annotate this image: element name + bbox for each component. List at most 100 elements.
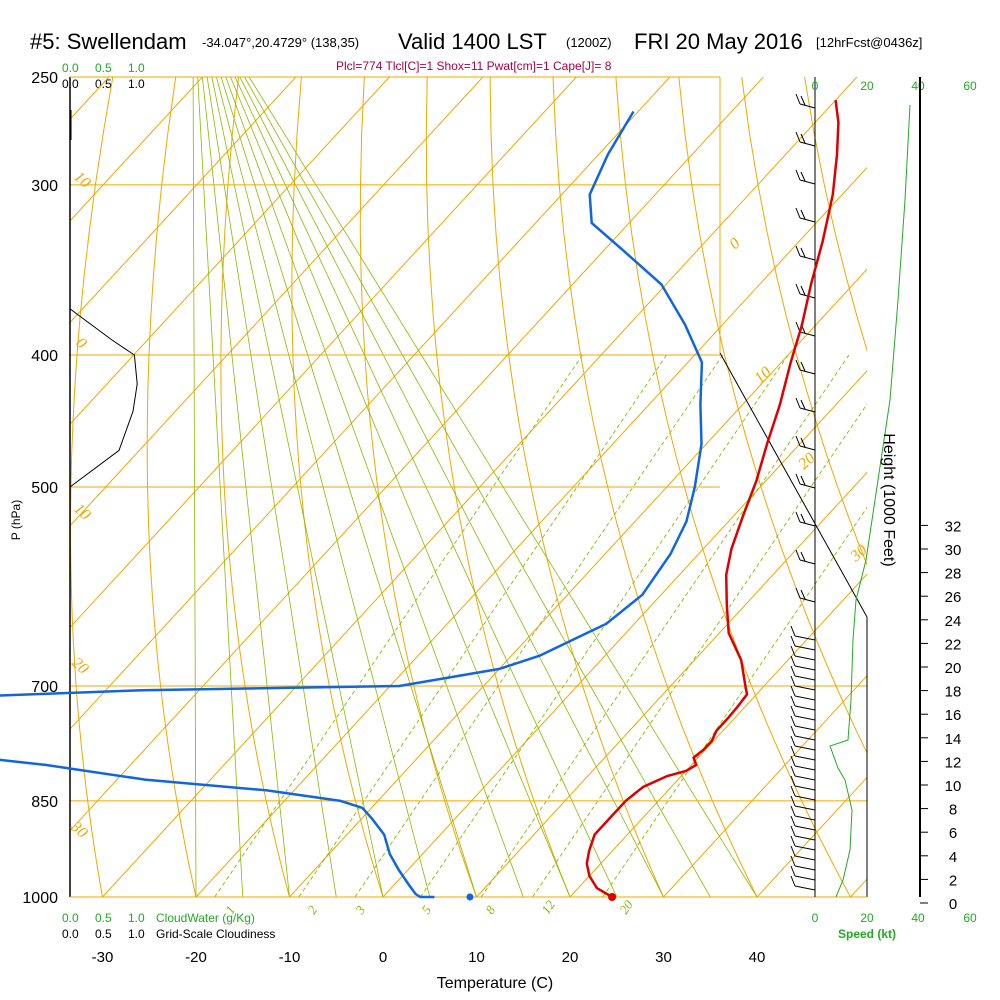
wind-barb [799,179,816,185]
wind-barb-flag [790,755,796,767]
wind-barb-flag [790,855,796,867]
wind-barb [799,255,816,261]
wind-barb-flag [790,705,796,717]
wind-barb [794,635,816,641]
dry-adiabat-line [678,77,867,755]
wind-barb-flag [790,815,796,827]
wind-barb [794,645,816,651]
isotherm-line [756,776,867,897]
wind-barb-flag [790,835,796,847]
wind-barb [794,725,816,731]
height-tick-label: 6 [949,825,957,842]
sounding-stats: Plcl=774 Tlcl[C]=1 Shox=11 Pwat[cm]=1 Ca… [336,59,612,73]
wind-barb [794,695,816,701]
scale-top-green-2: 1.0 [128,61,145,75]
height-tick-label: 32 [945,518,962,535]
isotherm-label: 30 [847,542,871,566]
scale-bottom-black-2: 1.0 [128,927,145,941]
wind-barb-flag [800,95,806,106]
wind-barb-flag [790,695,796,707]
temperature-tick-label: 20 [562,949,579,966]
dry-adiabat-line [220,77,290,897]
height-tick-label: 22 [945,636,962,653]
speed-tick-label: 0 [812,911,819,925]
wind-barb [794,685,816,691]
wind-barb-flag [795,435,801,447]
surface-dewpoint-marker [466,893,474,901]
wind-barb-flag [790,795,796,807]
wind-barb-flag [795,131,801,143]
wind-barb [794,825,816,831]
wind-barb [794,855,816,861]
wind-barb-flag [790,845,796,857]
wind-barb-flag [795,93,801,105]
wind-barb-flag [790,725,796,737]
wind-barb-flag [790,875,796,887]
cloudiness-legend: Grid-Scale Cloudiness [156,927,275,941]
height-tick-label: 26 [945,589,962,606]
temperature-tick-label: 0 [379,949,387,966]
wind-barb-flag [790,625,796,637]
mixing-ratio-line [214,354,583,897]
pressure-tick-label: 250 [31,70,58,87]
wind-barb-flag [800,589,806,600]
wind-barb-flag [795,511,801,523]
wind-barb-flag [800,247,806,258]
wind-barb [794,765,816,771]
wind-barb-flag [800,285,806,296]
surface-temperature-marker [608,893,617,901]
pressure-tick-label: 700 [31,679,58,696]
mixing-ratio-line [480,354,850,897]
wind-barb [794,775,816,781]
mixing-ratio-label: 20 [616,897,636,917]
mixing-ratio-line [532,403,867,897]
wind-barb-flag [800,209,806,220]
speed-tick-label: 40 [911,79,925,93]
wind-barb-flag [790,635,796,647]
isotherm-line [70,77,203,222]
isotherm-line [382,370,867,897]
forecast-info: [12hrFcst@0436z] [816,35,922,50]
wind-barb-flag [795,549,801,561]
wind-barb [799,483,816,489]
dry-adiabat-line [146,77,197,897]
wind-barb [794,745,816,751]
wind-barb-flag [795,473,801,485]
wind-barb [799,331,816,337]
wind-barb-flag [795,359,801,371]
wind-barb-flag [790,785,796,797]
mixing-ratio-label: 5 [418,902,434,916]
mixing-ratio-line [602,506,867,897]
speed-tick-label: 0 [812,79,819,93]
moist-adiabat-line [244,77,711,897]
temperature-tick-label: -10 [279,949,301,966]
scale-bottom-black-1: 0.5 [95,927,112,941]
dry-adiabat-line [804,77,867,353]
wind-barb-flag [790,825,796,837]
pressure-tick-label: 500 [31,480,58,497]
height-tick-label: 0 [949,896,957,913]
height-tick-label: 12 [945,754,962,771]
wind-barb [799,597,816,603]
isotherm-line [850,878,867,897]
temperature-tick-label: 40 [749,949,766,966]
isotherm-line [70,77,297,324]
wind-barb-flag [795,207,801,219]
x-axis-title: Temperature (C) [437,975,553,992]
scale-top-green-0: 0.0 [62,61,79,75]
wind-barb [794,835,816,841]
wind-barb-flag [790,775,796,787]
wind-barb [794,675,816,681]
moist-adiabat-line [202,77,290,897]
temperature-line [585,100,840,899]
dry-adiabat-line [425,77,571,897]
wind-barb-flag [800,513,806,524]
speed-tick-label: 20 [860,79,874,93]
isotherm-line [0,77,15,897]
moist-adiabat-line [216,77,431,897]
moist-adiabat-line [248,77,758,897]
mixing-ratio-labels: 1 2 3 5 8 12 20 [222,897,636,917]
moist-adiabat-line [197,77,244,897]
